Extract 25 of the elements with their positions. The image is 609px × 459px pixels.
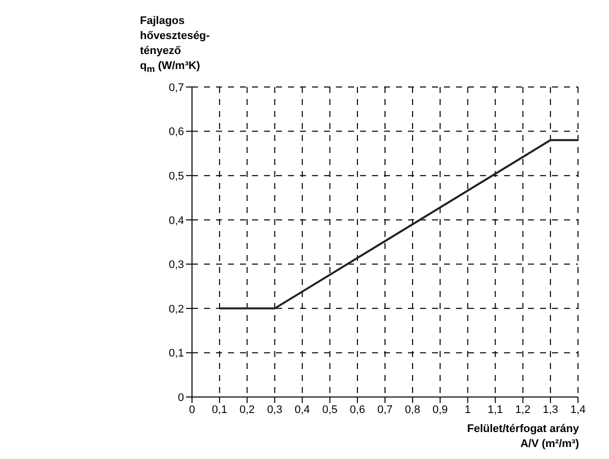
x-tick-label: 0,6 <box>350 404 366 416</box>
y-axis-title: Fajlagos hőveszteség- tényező q$_{m}$ (W/m³K) <box>140 14 210 76</box>
x-tick-label: 0,4 <box>294 404 310 416</box>
x-tick-label: 1 <box>464 404 471 416</box>
x-tick-label: 0 <box>188 404 196 416</box>
y-tick-label: 0,1 <box>168 348 184 360</box>
x-tick-label: 0,5 <box>322 404 338 416</box>
y-tick-label: 0 <box>178 392 184 404</box>
y-tick-label: 0,2 <box>168 303 184 316</box>
x-tick-label: 1,2 <box>515 404 531 416</box>
y-tick-label: 0,6 <box>168 126 184 138</box>
x-tick-label: 1,3 <box>542 404 558 416</box>
x-tick-label: 0,1 <box>212 404 228 416</box>
y-tick-label: 0,7 <box>168 82 184 94</box>
x-tick-label: 0,8 <box>404 404 420 416</box>
y-tick-label: 0,4 <box>168 214 184 227</box>
y-tick-label: 0,5 <box>168 170 184 182</box>
x-axis-title: Felület/térfogat arány A/V (m²/m³) <box>467 422 579 452</box>
x-tick-label: 1,4 <box>570 404 586 416</box>
x-tick-label: 0,7 <box>377 404 393 416</box>
y-tick-label: 0,3 <box>168 259 184 272</box>
x-tick-label: 0,9 <box>432 404 448 416</box>
x-tick-label: 0,3 <box>267 404 282 416</box>
x-tick-label: 1,1 <box>488 404 503 416</box>
x-tick-label: 0,2 <box>239 404 255 416</box>
